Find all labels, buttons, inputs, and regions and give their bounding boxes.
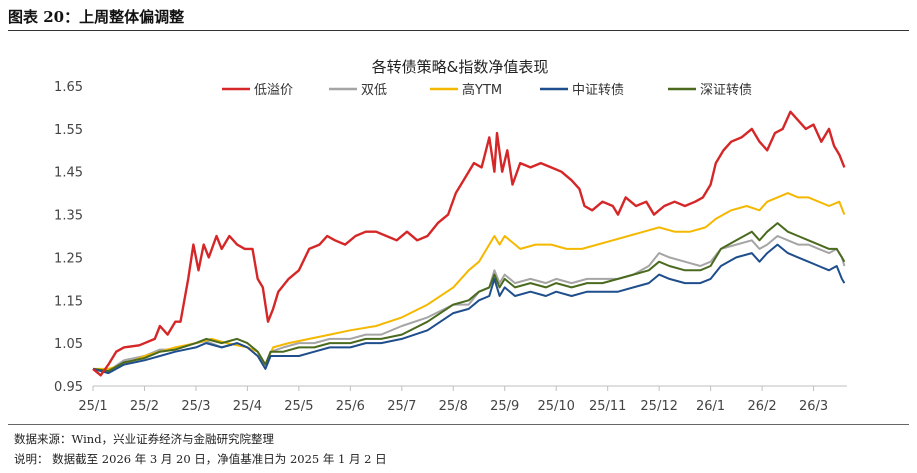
x-tick-label: 25/9 [490,399,519,414]
legend-label: 中证转债 [572,83,624,98]
x-tick-label: 25/10 [537,399,574,414]
chart-series [92,110,846,377]
legend-label: 高YTM [462,82,502,98]
legend-label: 双低 [361,83,387,98]
figure-title: 图表 20：上周整体偏调整 [8,8,185,26]
x-tick-label: 25/6 [336,399,365,414]
y-tick-label: 1.35 [54,209,83,224]
y-tick-label: 1.05 [54,337,83,352]
x-tick-label: 26/1 [696,399,725,414]
legend-label: 深证转债 [700,83,752,98]
x-tick-label: 26/3 [799,399,828,414]
y-tick-label: 0.95 [54,380,83,395]
x-tick-label: 25/2 [130,399,159,414]
title-rule [8,30,909,31]
x-tick-label: 25/7 [387,399,416,414]
chart-title: 各转债策略&指数净值表现 [372,58,549,76]
y-tick-label: 1.15 [54,294,83,309]
series-line-4 [92,243,846,375]
x-tick-label: 25/11 [589,399,626,414]
x-tick-label: 25/12 [640,399,677,414]
x-tick-label: 25/5 [284,399,313,414]
series-line-5 [92,222,846,372]
y-tick-label: 1.25 [54,251,83,266]
chart-legend: 低溢价 双低 高YTM 中证转债 深证转债 [222,82,752,98]
y-tick-label: 1.55 [54,123,83,138]
y-tick-label: 1.45 [54,166,83,181]
x-tick-label: 25/4 [233,399,262,414]
series-line-1 [92,110,846,377]
source-note: 数据来源：Wind，兴业证券经济与金融研究院整理 [14,432,275,446]
series-line-3 [93,192,846,370]
x-tick-label: 25/8 [439,399,468,414]
x-tick-label: 26/2 [747,399,776,414]
y-tick-label: 1.65 [54,80,83,95]
x-tick-label: 25/1 [78,399,107,414]
description-note: 说明： 数据截至 2026 年 3 月 20 日，净值基准日为 2025 年 1… [14,452,387,466]
chart-axes: 0.95 1.05 1.15 1.25 1.35 1.45 1.55 1.65 25/1 25/2… [54,80,847,414]
legend-label: 低溢价 [254,83,293,98]
chart-canvas: 各转债策略&指数净值表现 低溢价 双低 高YTM 中证转债 深证转债 0.95 1.05 1… [54,58,847,414]
series-line-2 [92,235,846,372]
footer-rule [8,424,909,425]
x-tick-label: 25/3 [181,399,210,414]
